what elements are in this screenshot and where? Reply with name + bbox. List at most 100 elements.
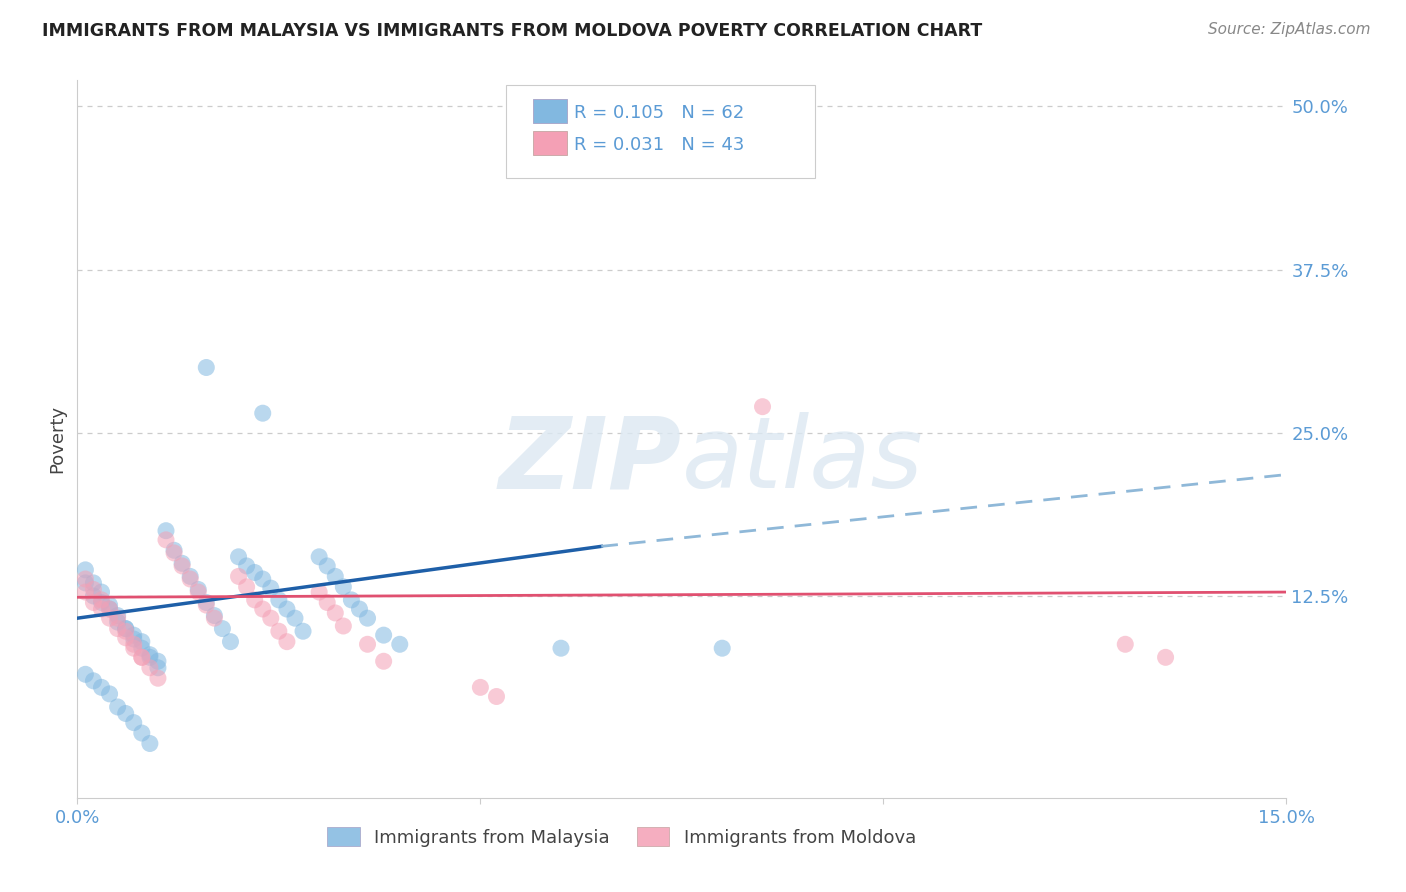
Point [90,681,112,695]
Point [260,581,283,595]
Point [187,585,209,599]
Point [373,628,395,642]
Point [276,602,298,616]
Point [155,524,177,538]
Text: IMMIGRANTS FROM MALAYSIA VS IMMIGRANTS FROM MOLDOVA POVERTY CORRELATION CHART: IMMIGRANTS FROM MALAYSIA VS IMMIGRANTS F… [42,22,983,40]
Point [122,641,145,656]
Point [90,595,112,609]
Point [179,572,201,586]
Point [276,634,298,648]
Point [211,622,233,636]
Point [107,611,129,625]
Point [131,650,153,665]
Point [252,572,274,586]
Point [107,615,129,629]
Point [550,641,572,656]
Point [252,406,274,420]
Point [139,661,162,675]
Point [75,667,97,681]
Point [131,650,153,665]
Point [82,673,104,688]
Point [122,628,145,642]
Point [139,648,162,662]
Text: Source: ZipAtlas.com: Source: ZipAtlas.com [1208,22,1371,37]
Point [485,690,508,704]
Point [122,637,145,651]
Point [323,606,346,620]
Legend: Immigrants from Malaysia, Immigrants from Moldova: Immigrants from Malaysia, Immigrants fro… [319,820,924,854]
Point [114,706,136,721]
Point [107,622,129,636]
Text: ZIP: ZIP [499,412,682,509]
Point [470,681,492,695]
Point [114,622,136,636]
Point [195,598,218,612]
Text: R = 0.031   N = 43: R = 0.031 N = 43 [574,136,744,154]
Point [195,595,218,609]
Point [235,558,257,573]
Point [75,585,97,599]
Point [332,580,354,594]
Point [146,661,169,675]
Point [292,624,315,639]
Point [163,543,186,558]
Point [82,589,104,603]
Point [349,602,371,616]
Point [75,576,97,591]
Point [90,593,112,607]
Point [82,582,104,597]
Y-axis label: Poverty: Poverty [48,405,66,474]
Point [388,637,411,651]
Point [323,569,346,583]
Point [114,624,136,639]
Point [316,558,339,573]
Point [75,572,97,586]
Point [284,611,307,625]
Point [98,602,121,616]
Point [163,546,186,560]
Point [267,593,290,607]
Point [82,595,104,609]
Point [90,602,112,616]
Point [308,549,330,564]
Point [228,549,250,564]
Point [172,557,194,571]
Point [260,611,283,625]
Point [139,737,162,751]
Point [187,582,209,597]
Text: R = 0.105   N = 62: R = 0.105 N = 62 [574,104,744,122]
Point [98,687,121,701]
Point [308,585,330,599]
Point [235,580,257,594]
Point [243,566,266,580]
Point [1154,650,1177,665]
Point [122,715,145,730]
Point [340,593,363,607]
Point [356,637,378,651]
Point [219,634,242,648]
Point [332,619,354,633]
Point [751,400,773,414]
Point [252,602,274,616]
Point [243,593,266,607]
Point [98,611,121,625]
Point [179,569,201,583]
Point [107,700,129,714]
Text: atlas: atlas [682,412,924,509]
Point [172,558,194,573]
Point [139,650,162,665]
Point [202,608,225,623]
Point [228,569,250,583]
Point [267,624,290,639]
Point [195,360,218,375]
Point [82,576,104,591]
Point [114,631,136,645]
Point [98,598,121,612]
Point [202,611,225,625]
Point [122,632,145,646]
Point [373,654,395,668]
Point [711,641,734,656]
Point [131,641,153,656]
Point [146,654,169,668]
Point [1114,637,1136,651]
